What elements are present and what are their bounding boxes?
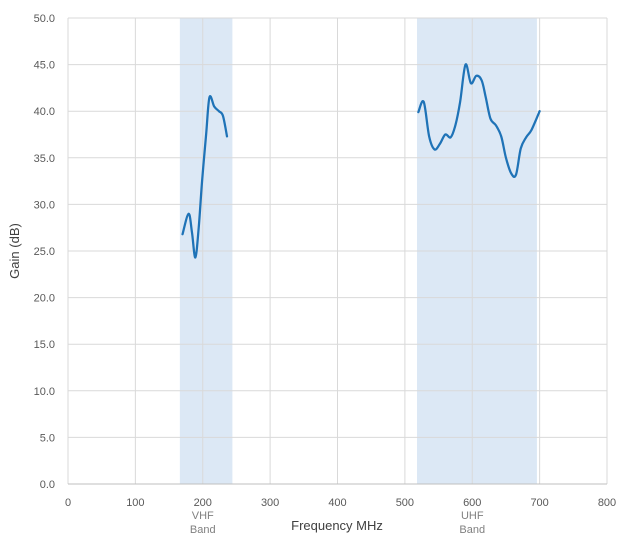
y-tick-label: 10.0 [34, 386, 55, 398]
series-line-segment-0 [181, 95, 229, 259]
series-line-segment-1 [417, 63, 541, 178]
y-tick-label: 5.0 [40, 432, 55, 444]
x-tick-label: 0 [65, 497, 71, 509]
gain-series [181, 63, 541, 259]
gridlines [67, 17, 608, 484]
x-axis-title: Frequency MHz [291, 518, 383, 533]
y-tick-label: 0.0 [40, 479, 55, 491]
x-tick-label: 600 [463, 497, 481, 509]
y-tick-label: 25.0 [34, 246, 55, 258]
y-tick-label: 45.0 [34, 60, 55, 72]
x-tick-label: 400 [328, 497, 346, 509]
x-tick-label: 800 [598, 497, 616, 509]
band-labels: VHF Band UHF Band [190, 510, 485, 536]
band-label: VHF [192, 510, 214, 522]
band-label: UHF [461, 510, 484, 522]
y-axis-title: Gain (dB) [7, 223, 22, 279]
y-tick-label: 30.0 [34, 199, 55, 211]
x-tick-label: 500 [396, 497, 414, 509]
y-tick-label: 40.0 [34, 106, 55, 118]
band-label: Band [190, 524, 216, 536]
x-tick-labels: 0 100 200 300 400 500 600 700 800 [65, 497, 616, 509]
y-tick-label: 35.0 [34, 153, 55, 165]
y-tick-label: 20.0 [34, 293, 55, 305]
y-tick-label: 50.0 [34, 13, 55, 25]
y-tick-label: 15.0 [34, 339, 55, 351]
y-tick-labels: 0.0 5.0 10.0 15.0 20.0 25.0 30.0 35.0 40.0 45.0 50… [34, 13, 55, 491]
x-tick-label: 200 [194, 497, 212, 509]
x-tick-label: 100 [126, 497, 144, 509]
band-label: Band [459, 524, 485, 536]
x-tick-label: 300 [261, 497, 279, 509]
x-tick-label: 700 [530, 497, 548, 509]
